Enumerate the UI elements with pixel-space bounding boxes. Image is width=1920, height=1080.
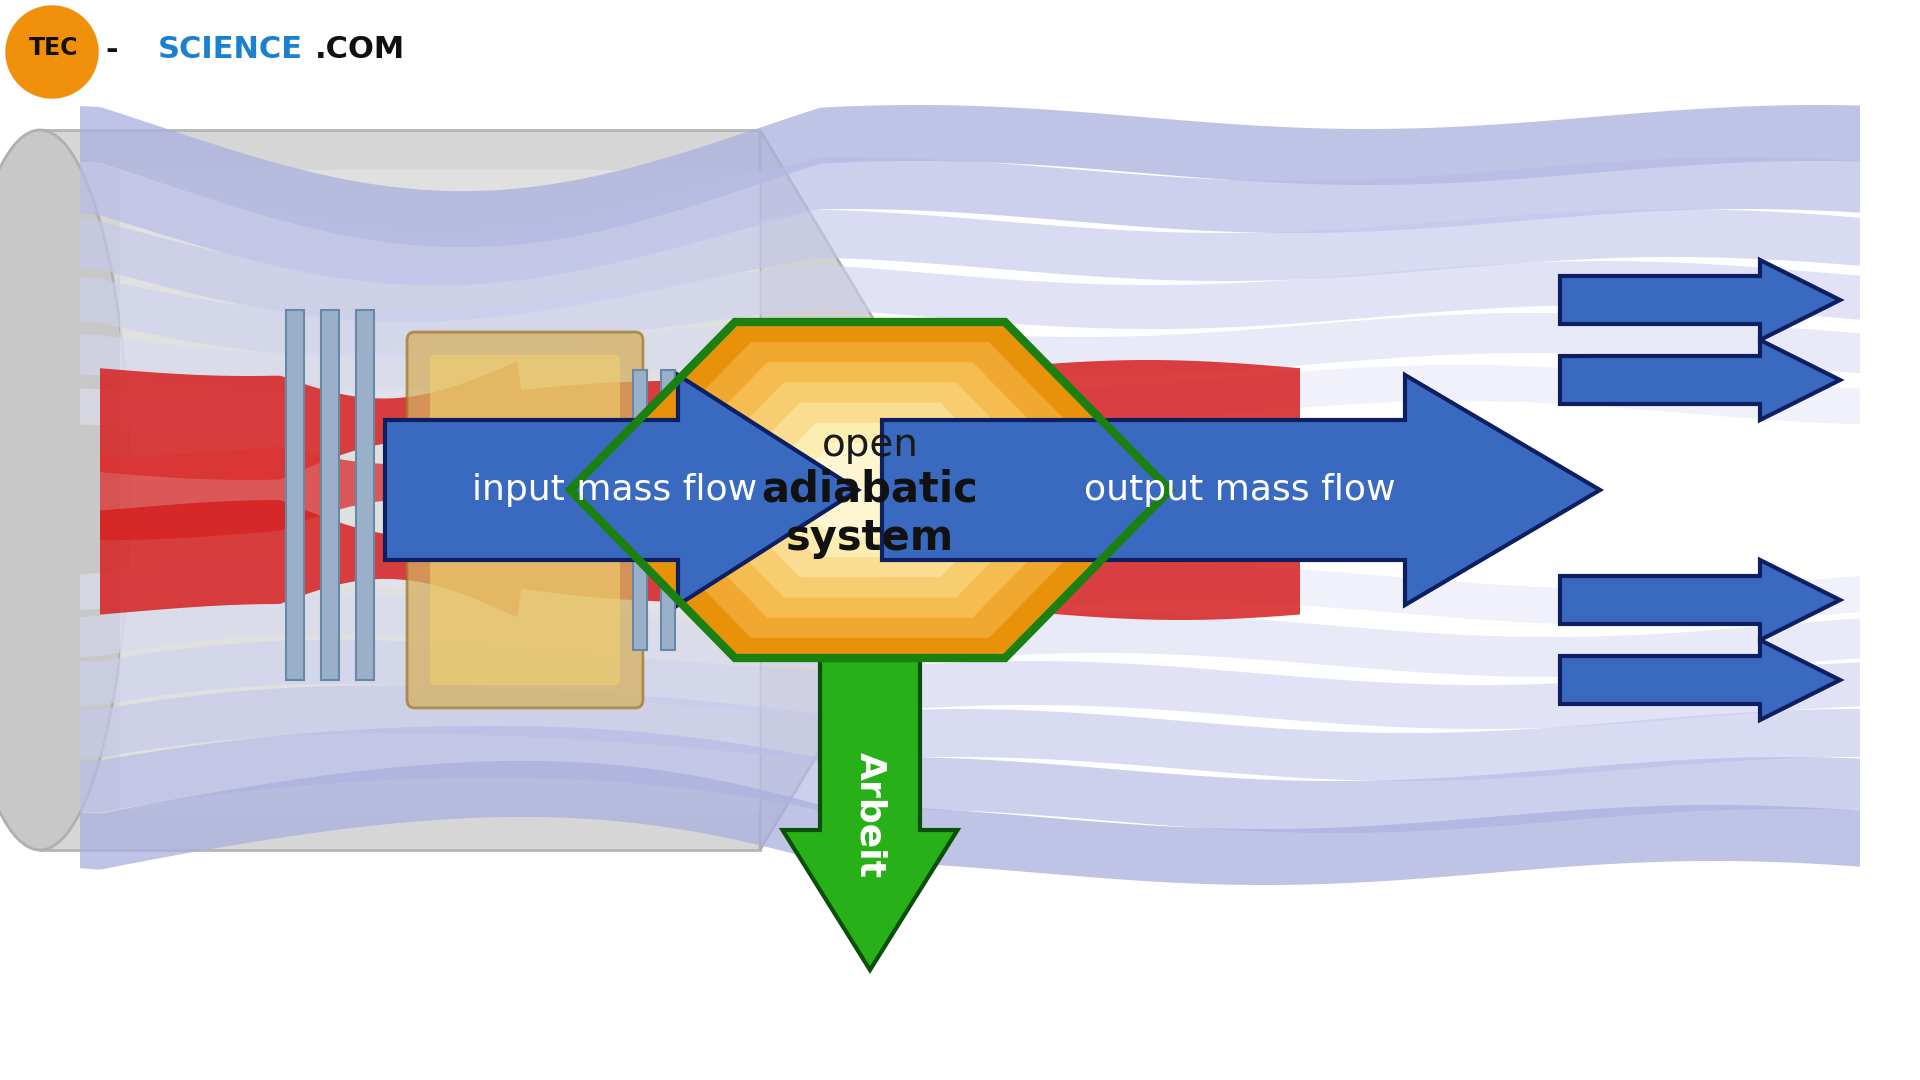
Text: adiabatic: adiabatic (762, 469, 979, 511)
Polygon shape (81, 105, 1860, 247)
Polygon shape (570, 322, 1169, 658)
Text: input mass flow: input mass flow (472, 473, 758, 507)
Text: open: open (822, 426, 918, 464)
Text: Arbeit: Arbeit (852, 752, 887, 878)
FancyBboxPatch shape (634, 370, 647, 650)
Polygon shape (1559, 640, 1839, 720)
Text: TEC: TEC (29, 36, 79, 60)
Polygon shape (81, 686, 1860, 781)
Ellipse shape (841, 330, 920, 650)
Text: output mass flow: output mass flow (1085, 473, 1396, 507)
Polygon shape (81, 726, 1860, 833)
Circle shape (6, 6, 98, 98)
Polygon shape (751, 422, 991, 557)
Text: SCIENCE: SCIENCE (157, 36, 303, 65)
FancyBboxPatch shape (119, 170, 760, 810)
Polygon shape (81, 365, 1860, 430)
Polygon shape (607, 342, 1135, 638)
Polygon shape (81, 761, 1860, 885)
Polygon shape (100, 440, 1300, 540)
FancyBboxPatch shape (407, 332, 643, 708)
Polygon shape (1559, 561, 1839, 640)
Polygon shape (678, 382, 1062, 597)
FancyBboxPatch shape (40, 130, 760, 850)
Text: -: - (106, 36, 119, 65)
Polygon shape (641, 362, 1098, 618)
Polygon shape (760, 130, 879, 850)
Polygon shape (881, 375, 1599, 605)
Polygon shape (100, 360, 1300, 480)
Polygon shape (81, 157, 1860, 285)
Polygon shape (81, 550, 1860, 625)
Polygon shape (81, 313, 1860, 393)
Polygon shape (714, 403, 1025, 578)
Polygon shape (386, 375, 858, 605)
Polygon shape (783, 660, 958, 970)
FancyBboxPatch shape (286, 310, 303, 680)
FancyBboxPatch shape (321, 310, 340, 680)
FancyBboxPatch shape (660, 370, 676, 650)
Polygon shape (1559, 260, 1839, 340)
Text: system: system (785, 517, 954, 559)
Polygon shape (81, 210, 1860, 322)
Polygon shape (100, 500, 1300, 620)
Polygon shape (81, 594, 1860, 677)
Ellipse shape (0, 130, 131, 850)
FancyBboxPatch shape (355, 310, 374, 680)
Polygon shape (81, 261, 1860, 357)
Polygon shape (785, 443, 954, 537)
Text: .COM: .COM (315, 36, 405, 65)
Polygon shape (81, 639, 1860, 729)
FancyBboxPatch shape (430, 355, 620, 685)
Polygon shape (1559, 340, 1839, 420)
